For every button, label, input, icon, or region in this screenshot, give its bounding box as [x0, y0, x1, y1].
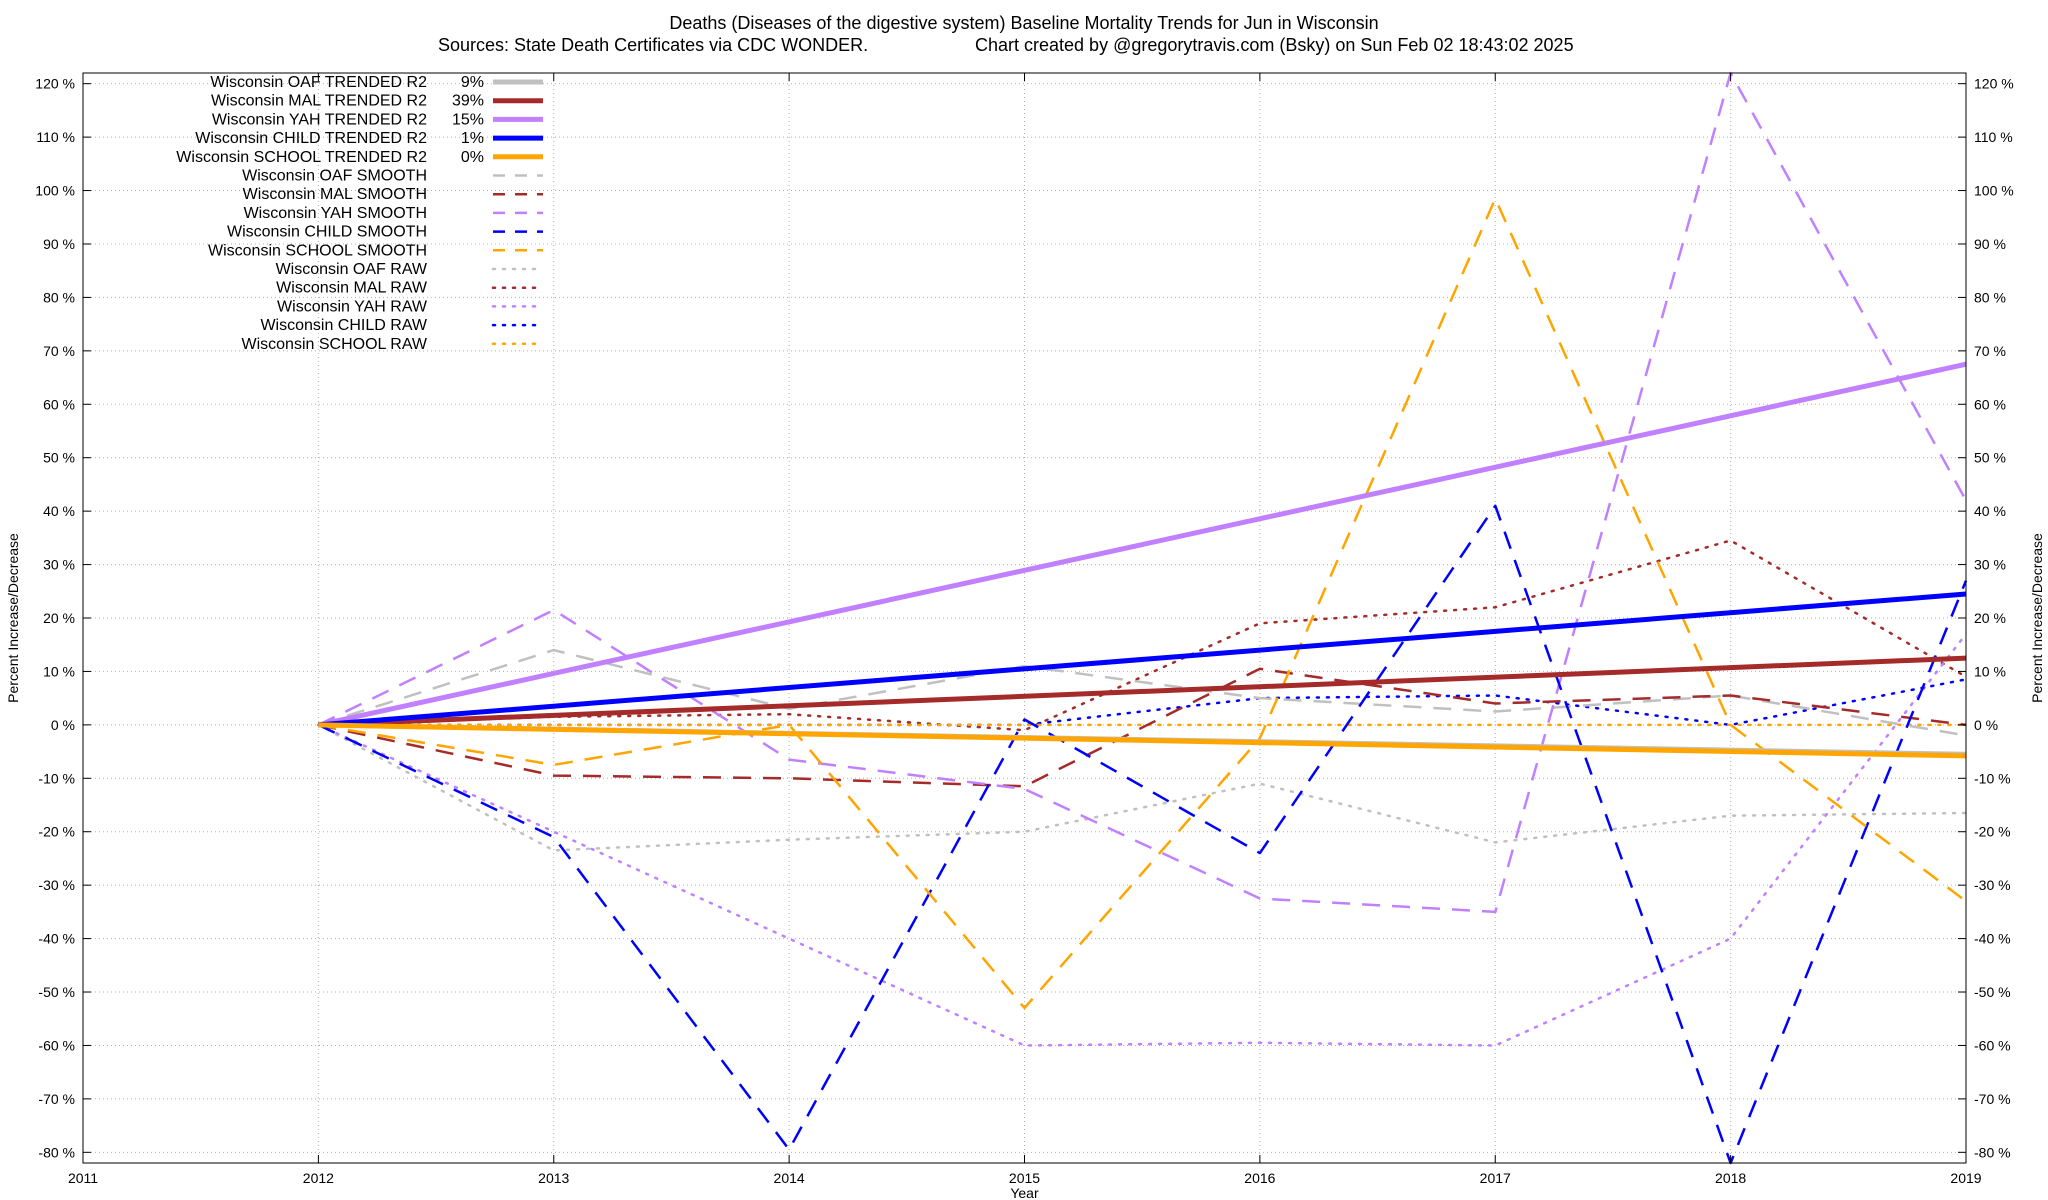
y2-tick-label: -30 % [1974, 877, 2011, 893]
y-tick-label: 80 % [43, 289, 75, 305]
y-tick-label: 40 % [43, 503, 75, 519]
legend-label-wisconsin-school-raw: Wisconsin SCHOOL RAW [241, 336, 427, 353]
y-tick-label: 70 % [43, 343, 75, 359]
x-tick-label: 2019 [1950, 1170, 1981, 1186]
chart-title: Deaths (Diseases of the digestive system… [669, 13, 1379, 33]
legend-label-wisconsin-child-trended-r2: Wisconsin CHILD TRENDED R2 [195, 130, 427, 147]
y2-tick-label: -10 % [1974, 770, 2011, 786]
legend-label-wisconsin-child-raw: Wisconsin CHILD RAW [260, 317, 427, 334]
y2-tick-label: -60 % [1974, 1037, 2011, 1053]
y-tick-label: 60 % [43, 396, 75, 412]
y-tick-label: 10 % [43, 663, 75, 679]
legend-r2-wisconsin-yah-trended-r2: 15% [452, 111, 484, 128]
y-tick-label: -40 % [38, 931, 75, 947]
y-tick-label: -20 % [38, 824, 75, 840]
y2-tick-label: 110 % [1974, 129, 2013, 145]
y2-tick-label: 30 % [1974, 557, 2006, 573]
y-tick-label: 120 % [35, 76, 75, 92]
legend-label-wisconsin-yah-smooth: Wisconsin YAH SMOOTH [244, 205, 427, 222]
x-tick-label: 2017 [1480, 1170, 1511, 1186]
y2-tick-label: 20 % [1974, 610, 2006, 626]
x-tick-label: 2011 [68, 1170, 98, 1186]
legend-label-wisconsin-mal-trended-r2: Wisconsin MAL TRENDED R2 [211, 93, 427, 110]
x-tick-label: 2018 [1715, 1170, 1746, 1186]
y-tick-label: 0 % [51, 717, 75, 733]
y2-tick-label: 0 % [1974, 717, 1998, 733]
y-axis-label: Percent Increase/Decrease [5, 533, 21, 703]
legend-label-wisconsin-yah-raw: Wisconsin YAH RAW [277, 298, 428, 315]
y2-tick-label: 80 % [1974, 289, 2006, 305]
y2-axis-label: Percent Increase/Decrease [2029, 533, 2045, 703]
source-text: Sources: State Death Certificates via CD… [438, 35, 869, 55]
legend-label-wisconsin-mal-smooth: Wisconsin MAL SMOOTH [243, 186, 427, 203]
legend-label-wisconsin-school-smooth: Wisconsin SCHOOL SMOOTH [208, 242, 427, 259]
x-tick-label: 2013 [538, 1170, 569, 1186]
legend-label-wisconsin-child-smooth: Wisconsin CHILD SMOOTH [227, 224, 427, 241]
legend-label-wisconsin-mal-raw: Wisconsin MAL RAW [276, 280, 428, 297]
y-tick-label: 100 % [35, 183, 75, 199]
legend-label-wisconsin-oaf-raw: Wisconsin OAF RAW [276, 261, 428, 278]
series-line-wisconsin-child-trended-r2 [318, 591, 1967, 728]
y-tick-label: -70 % [38, 1091, 75, 1107]
y-tick-label: 20 % [43, 610, 75, 626]
legend: Wisconsin OAF TRENDED R2 9% Wisconsin MAL … [176, 74, 545, 353]
y2-tick-label: 120 % [1974, 76, 2014, 92]
y2-tick-label: 40 % [1974, 503, 2006, 519]
series-line-wisconsin-mal-trended-r2 [318, 655, 1967, 728]
series-line-wisconsin-yah-trended-r2 [317, 361, 1967, 728]
series-line-wisconsin-mal-raw [317, 539, 1968, 732]
legend-label-wisconsin-yah-trended-r2: Wisconsin YAH TRENDED R2 [212, 111, 427, 128]
series-line-wisconsin-oaf-raw [317, 723, 1968, 852]
legend-r2-wisconsin-child-trended-r2: 1% [461, 130, 484, 147]
series-line-wisconsin-child-raw [317, 678, 1968, 727]
series-line-wisconsin-school-trended-r2 [318, 722, 1967, 759]
series-line-wisconsin-yah-smooth [317, 71, 1968, 914]
y-tick-label: 110 % [36, 129, 75, 145]
y-tick-label: -80 % [38, 1144, 75, 1160]
series-lines [317, 71, 1968, 1165]
y2-tick-label: 60 % [1974, 396, 2006, 412]
legend-r2-wisconsin-oaf-trended-r2: 9% [461, 74, 484, 91]
x-tick-label: 2016 [1244, 1170, 1275, 1186]
series-line-wisconsin-mal-smooth [318, 667, 1967, 788]
legend-label-wisconsin-school-trended-r2: Wisconsin SCHOOL TRENDED R2 [176, 149, 427, 166]
series-line-wisconsin-oaf-smooth [318, 648, 1967, 737]
legend-label-wisconsin-oaf-smooth: Wisconsin OAF SMOOTH [242, 168, 427, 185]
y-tick-label: -10 % [38, 770, 75, 786]
y-tick-label: 90 % [43, 236, 75, 252]
x-tick-label: 2015 [1009, 1170, 1040, 1186]
series-line-wisconsin-yah-raw [317, 632, 1968, 1047]
series-line-wisconsin-school-smooth [318, 197, 1967, 1010]
legend-label-wisconsin-oaf-trended-r2: Wisconsin OAF TRENDED R2 [210, 74, 427, 91]
y2-tick-label: -40 % [1974, 931, 2011, 947]
y-tick-label: 50 % [43, 450, 75, 466]
x-tick-label: 2014 [774, 1170, 805, 1186]
series-line-wisconsin-child-smooth [317, 504, 1968, 1165]
y2-tick-label: 70 % [1974, 343, 2006, 359]
y2-tick-label: -70 % [1974, 1091, 2011, 1107]
legend-r2-wisconsin-mal-trended-r2: 39% [452, 93, 484, 110]
y-tick-label: -30 % [38, 877, 75, 893]
y2-tick-label: 100 % [1974, 183, 2014, 199]
y2-tick-label: -80 % [1974, 1144, 2011, 1160]
x-tick-label: 2012 [303, 1170, 334, 1186]
y2-tick-label: 10 % [1974, 663, 2006, 679]
y2-tick-label: -20 % [1974, 824, 2011, 840]
y2-tick-label: 50 % [1974, 450, 2006, 466]
axes: -80 % -80 % -70 % -70 % -60 % -60 % -50 % -50 %… [5, 73, 2045, 1200]
credit-text: Chart created by @gregorytravis.com (Bsk… [975, 35, 1574, 55]
legend-r2-wisconsin-school-trended-r2: 0% [461, 149, 484, 166]
y2-tick-label: 90 % [1974, 236, 2006, 252]
x-axis-label: Year [1010, 1185, 1039, 1200]
y-tick-label: -60 % [38, 1037, 75, 1053]
y-tick-label: 30 % [43, 557, 75, 573]
y2-tick-label: -50 % [1974, 984, 2011, 1000]
y-tick-label: -50 % [38, 984, 75, 1000]
